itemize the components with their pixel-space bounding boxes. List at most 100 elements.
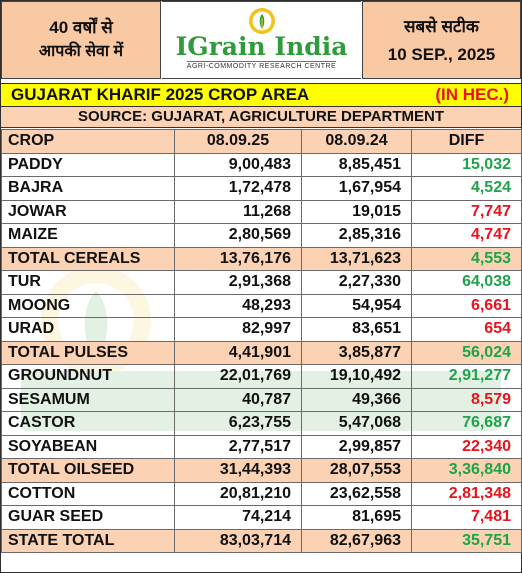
table-total-row: TOTAL PULSES 4,41,901 3,85,877 56,024 <box>1 340 522 365</box>
header-right-box: सबसे सटीक 10 SEP., 2025 <box>362 1 521 79</box>
area-2025-cell: 83,03,714 <box>174 528 302 553</box>
crop-name-cell: BAJRA <box>1 176 175 201</box>
area-2025-cell: 40,787 <box>174 387 302 412</box>
table-total-row: TOTAL OILSEED 31,44,393 28,07,553 3,36,840 <box>1 458 522 483</box>
table-total-row: TOTAL CEREALS 13,76,176 13,71,623 4,553 <box>1 246 522 271</box>
column-header-crop: CROP <box>1 129 175 154</box>
area-2024-cell: 83,651 <box>301 317 412 342</box>
table-row: GROUNDNUT 22,01,769 19,10,492 2,91,277 <box>1 364 522 389</box>
crop-name-cell: URAD <box>1 317 175 342</box>
area-2024-cell: 19,015 <box>301 199 412 224</box>
brand-logo: IGrain India AGRI-COMMODITY RESEARCH CEN… <box>162 1 361 79</box>
report-title-bar: GUJARAT KHARIF 2025 CROP AREA (IN HEC.) <box>1 83 521 107</box>
area-2025-cell: 4,41,901 <box>174 340 302 365</box>
table-row: PADDY 9,00,483 8,85,451 15,032 <box>1 152 522 177</box>
header-left-box: 40 वर्षों से आपकी सेवा में <box>1 1 161 79</box>
area-2025-cell: 82,997 <box>174 317 302 342</box>
table-header-row: CROP 08.09.25 08.09.24 DIFF <box>1 129 522 154</box>
area-2024-cell: 2,85,316 <box>301 223 412 248</box>
area-2025-cell: 31,44,393 <box>174 458 302 483</box>
diff-cell: 4,747 <box>411 223 522 248</box>
diff-cell: 654 <box>411 317 522 342</box>
table-row: URAD 82,997 83,651 654 <box>1 317 522 342</box>
diff-cell: 15,032 <box>411 152 522 177</box>
diff-cell: 4,553 <box>411 246 522 271</box>
header-left-line1: 40 वर्षों से <box>49 18 113 37</box>
table-row: MOONG 48,293 54,954 6,661 <box>1 293 522 318</box>
report-date: 10 SEP., 2025 <box>387 45 496 64</box>
area-2024-cell: 19,10,492 <box>301 364 412 389</box>
area-2025-cell: 22,01,769 <box>174 364 302 389</box>
diff-cell: 22,340 <box>411 434 522 459</box>
report-title: GUJARAT KHARIF 2025 CROP AREA <box>11 85 310 104</box>
source-line: SOURCE: GUJARAT, AGRICULTURE DEPARTMENT <box>1 107 521 128</box>
area-2024-cell: 13,71,623 <box>301 246 412 271</box>
area-2024-cell: 5,47,068 <box>301 411 412 436</box>
diff-cell: 2,91,277 <box>411 364 522 389</box>
area-2024-cell: 8,85,451 <box>301 152 412 177</box>
diff-cell: 35,751 <box>411 528 522 553</box>
crop-name-cell: GROUNDNUT <box>1 364 175 389</box>
area-2025-cell: 13,76,176 <box>174 246 302 271</box>
grain-logo-icon <box>248 8 275 34</box>
crop-name-cell: MOONG <box>1 293 175 318</box>
area-2025-cell: 2,77,517 <box>174 434 302 459</box>
area-2024-cell: 28,07,553 <box>301 458 412 483</box>
diff-cell: 2,81,348 <box>411 481 522 506</box>
diff-cell: 8,579 <box>411 387 522 412</box>
table-row: BAJRA 1,72,478 1,67,954 4,524 <box>1 176 522 201</box>
table-total-row: STATE TOTAL 83,03,714 82,67,963 35,751 <box>1 528 522 553</box>
area-2025-cell: 11,268 <box>174 199 302 224</box>
column-header-2025: 08.09.25 <box>174 129 302 154</box>
diff-cell: 4,524 <box>411 176 522 201</box>
area-2024-cell: 3,85,877 <box>301 340 412 365</box>
area-2025-cell: 1,72,478 <box>174 176 302 201</box>
crop-name-cell: TUR <box>1 270 175 295</box>
area-2025-cell: 2,80,569 <box>174 223 302 248</box>
area-2024-cell: 2,99,857 <box>301 434 412 459</box>
diff-cell: 7,481 <box>411 505 522 530</box>
brand-name: IGrain India <box>175 32 348 61</box>
area-2024-cell: 82,67,963 <box>301 528 412 553</box>
area-2025-cell: 2,91,368 <box>174 270 302 295</box>
column-header-2024: 08.09.24 <box>301 129 412 154</box>
diff-cell: 3,36,840 <box>411 458 522 483</box>
table-row: TUR 2,91,368 2,27,330 64,038 <box>1 270 522 295</box>
area-2024-cell: 81,695 <box>301 505 412 530</box>
crop-name-cell: SOYABEAN <box>1 434 175 459</box>
area-2024-cell: 1,67,954 <box>301 176 412 201</box>
area-2025-cell: 6,23,755 <box>174 411 302 436</box>
crop-name-cell: JOWAR <box>1 199 175 224</box>
area-2025-cell: 48,293 <box>174 293 302 318</box>
header-left-line2: आपकी सेवा में <box>38 43 124 60</box>
header-right-line1: सबसे सटीक <box>404 17 479 36</box>
unit-label: (IN HEC.) <box>435 85 509 104</box>
table-row: SESAMUM 40,787 49,366 8,579 <box>1 387 522 412</box>
column-header-diff: DIFF <box>411 129 522 154</box>
header: 40 वर्षों से आपकी सेवा में IGrain India … <box>1 1 521 81</box>
area-2024-cell: 2,27,330 <box>301 270 412 295</box>
diff-cell: 7,747 <box>411 199 522 224</box>
table-row: SOYABEAN 2,77,517 2,99,857 22,340 <box>1 434 522 459</box>
crop-name-cell: TOTAL OILSEED <box>1 458 175 483</box>
crop-name-cell: MAIZE <box>1 223 175 248</box>
crop-name-cell: PADDY <box>1 152 175 177</box>
crop-name-cell: GUAR SEED <box>1 505 175 530</box>
table-row: COTTON 20,81,210 23,62,558 2,81,348 <box>1 481 522 506</box>
crop-area-table: CROP 08.09.25 08.09.24 DIFF PADDY 9,00,48… <box>1 129 522 553</box>
table-row: CASTOR 6,23,755 5,47,068 76,687 <box>1 411 522 436</box>
table-row: JOWAR 11,268 19,015 7,747 <box>1 199 522 224</box>
crop-name-cell: TOTAL PULSES <box>1 340 175 365</box>
table-body: PADDY 9,00,483 8,85,451 15,032 BAJRA 1,72,478… <box>1 152 522 553</box>
diff-cell: 76,687 <box>411 411 522 436</box>
area-2025-cell: 74,214 <box>174 505 302 530</box>
area-2025-cell: 9,00,483 <box>174 152 302 177</box>
diff-cell: 64,038 <box>411 270 522 295</box>
diff-cell: 56,024 <box>411 340 522 365</box>
crop-name-cell: COTTON <box>1 481 175 506</box>
crop-name-cell: CASTOR <box>1 411 175 436</box>
crop-name-cell: STATE TOTAL <box>1 528 175 553</box>
area-2025-cell: 20,81,210 <box>174 481 302 506</box>
crop-name-cell: TOTAL CEREALS <box>1 246 175 271</box>
